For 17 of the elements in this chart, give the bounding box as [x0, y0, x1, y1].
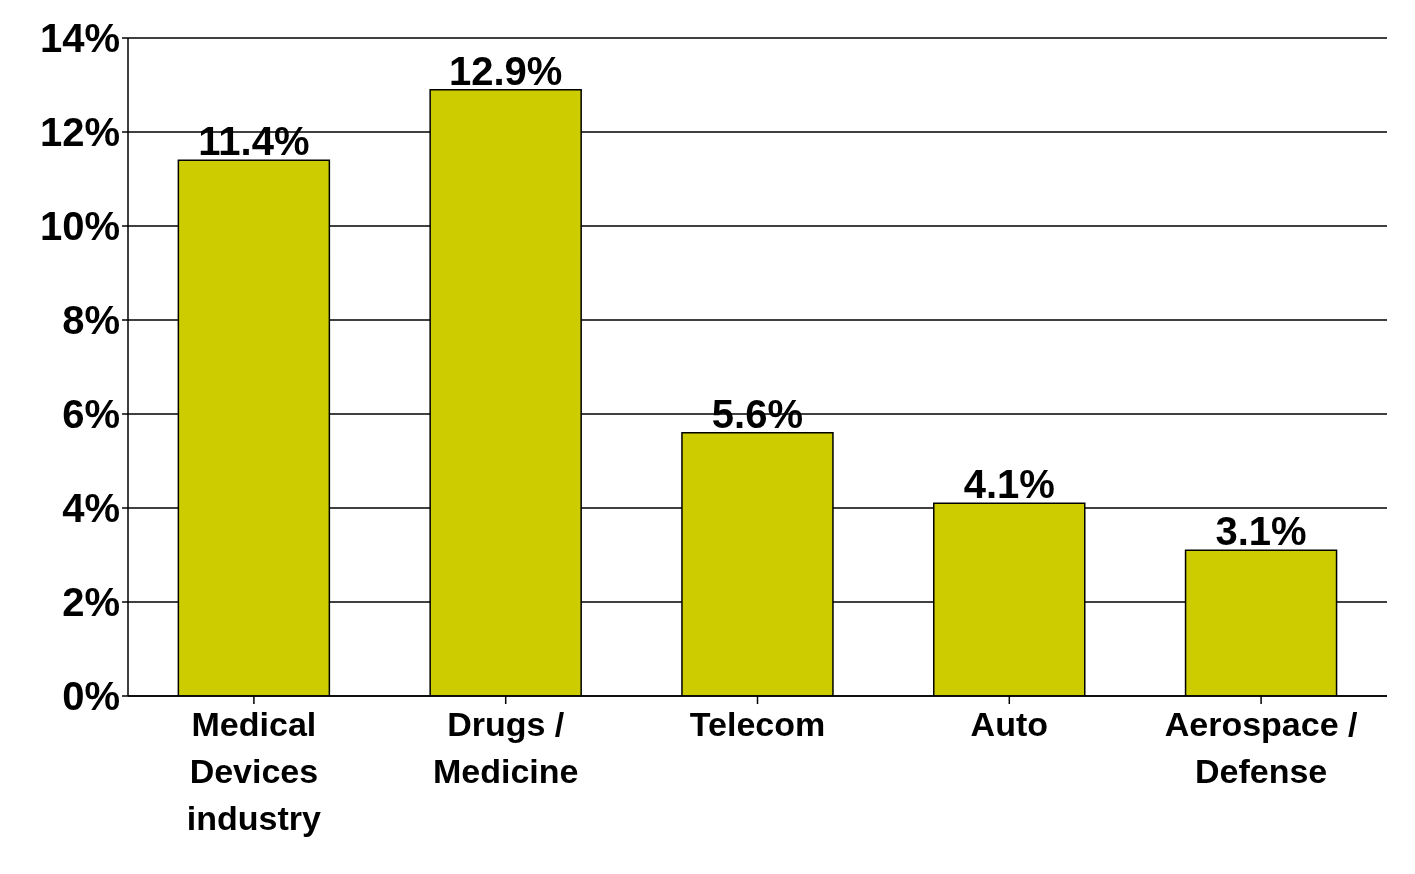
y-tick-label: 8% — [62, 298, 120, 343]
y-tick-label: 6% — [62, 392, 120, 437]
data-label: 4.1% — [963, 462, 1055, 507]
y-tick-label: 0% — [62, 674, 120, 719]
x-tick-label: Aerospace / Defense — [1164, 705, 1359, 790]
y-tick-label: 12% — [39, 110, 120, 155]
y-tick-label: 14% — [39, 16, 120, 61]
data-label: 12.9% — [448, 48, 563, 93]
data-label: 11.4% — [198, 119, 310, 164]
y-tick-label: 2% — [62, 580, 120, 625]
x-tick-label: Drugs / Medicine — [432, 705, 579, 790]
data-label: 3.1% — [1215, 509, 1307, 554]
y-tick-label: 10% — [39, 204, 120, 249]
y-tick-label: 4% — [62, 486, 120, 531]
x-tick-label: Auto — [970, 705, 1049, 743]
x-tick-label: Medical Devices industry — [186, 705, 322, 837]
x-tick-label: Telecom — [689, 705, 826, 743]
